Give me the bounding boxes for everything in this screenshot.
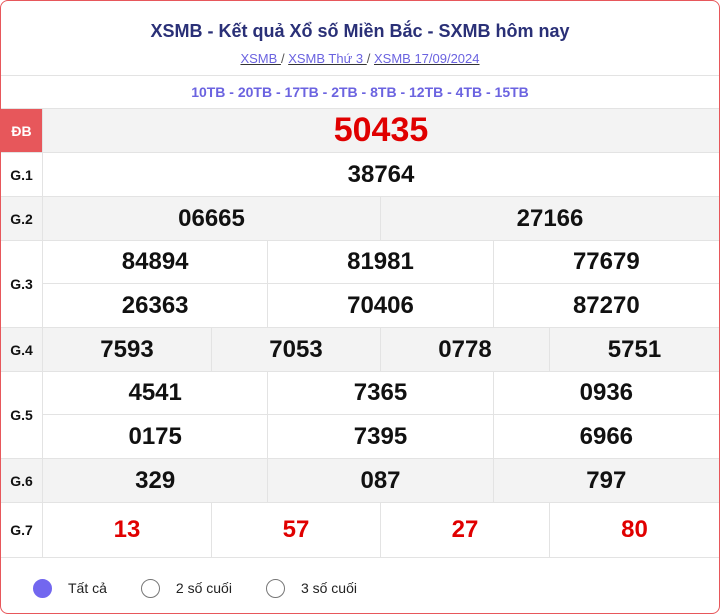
prize-row-g6: G.6 329 087 797 (1, 459, 719, 503)
breadcrumb-weekday[interactable]: XSMB Thứ 3 (288, 51, 367, 66)
prize-number: 0175 (43, 415, 269, 458)
prize-row-g7: G.7 13 57 27 80 (1, 503, 719, 558)
prize-number: 87270 (572, 291, 640, 319)
filter-option-label: 3 số cuối (300, 580, 357, 596)
filter-option-label: Tất cả (68, 580, 107, 596)
digit-filter: Tất cả 2 số cuối 3 số cuối (1, 558, 719, 613)
special-codes: 10TB - 20TB - 17TB - 2TB - 8TB - 12TB - … (1, 76, 719, 109)
prize-number: 26363 (43, 284, 269, 327)
breadcrumb: XSMB / XSMB Thứ 3 / XSMB 17/09/2024 (1, 51, 719, 66)
prize-number: 70406 (268, 284, 494, 327)
prize-number: 7365 (268, 372, 494, 415)
breadcrumb-separator: / (280, 51, 285, 66)
prize-number: 4541 (43, 372, 269, 415)
prize-row-g4: G.4 7593 7053 0778 5751 (1, 328, 719, 372)
prize-number: 57 (212, 503, 381, 557)
radio-icon[interactable] (140, 578, 160, 598)
prize-label: G.7 (1, 503, 43, 557)
prize-number: 80 (621, 516, 648, 543)
prize-label: G.3 (1, 241, 43, 327)
filter-option-last-2[interactable]: 2 số cuối (140, 578, 232, 598)
prize-number: 0778 (381, 328, 550, 371)
prize-number: 06665 (43, 197, 381, 240)
filter-option-label: 2 số cuối (175, 580, 232, 596)
radio-icon[interactable] (265, 578, 285, 598)
header: XSMB - Kết quả Xổ số Miền Bắc - SXMB hôm… (1, 1, 719, 76)
prize-number: 50435 (333, 111, 429, 149)
prize-number: 27166 (516, 204, 584, 232)
prize-number: 81981 (268, 241, 494, 284)
prize-number: 77679 (493, 241, 719, 284)
prize-label: G.6 (1, 459, 43, 502)
prize-number: 7053 (212, 328, 381, 371)
prize-number: 84894 (43, 241, 269, 284)
prize-row-g5: G.5 4541 7365 0936 0175 7395 6966 (1, 372, 719, 459)
prize-row-g3: G.3 84894 81981 77679 26363 70406 87270 (1, 241, 719, 328)
prize-row-g2: G.2 06665 27166 (1, 197, 719, 241)
prize-label: G.2 (1, 197, 43, 240)
prize-number: 0936 (493, 372, 719, 415)
prize-number: 329 (43, 459, 269, 502)
prize-number: 38764 (347, 160, 415, 188)
page-title: XSMB - Kết quả Xổ số Miền Bắc - SXMB hôm… (150, 21, 570, 41)
breadcrumb-separator: / (366, 51, 371, 66)
prize-number: 13 (43, 503, 212, 557)
prize-number: 087 (268, 459, 494, 502)
prize-number: 797 (586, 466, 627, 494)
filter-option-all[interactable]: Tất cả (33, 578, 107, 598)
radio-selected-icon[interactable] (33, 578, 52, 598)
prize-number: 5751 (607, 335, 662, 363)
prize-number: 7593 (43, 328, 212, 371)
prize-label: G.5 (1, 372, 43, 458)
prize-label: G.4 (1, 328, 43, 371)
prize-label: ĐB (1, 109, 43, 152)
prize-row-db: ĐB 50435 (1, 109, 719, 153)
prize-number: 7395 (268, 415, 494, 458)
breadcrumb-xsmb[interactable]: XSMB (240, 51, 281, 66)
prize-number: 27 (381, 503, 550, 557)
prize-number: 6966 (579, 422, 634, 450)
prize-row-g1: G.1 38764 (1, 153, 719, 197)
breadcrumb-date[interactable]: XSMB 17/09/2024 (373, 51, 480, 66)
prize-label: G.1 (1, 153, 43, 196)
filter-option-last-3[interactable]: 3 số cuối (265, 578, 357, 598)
